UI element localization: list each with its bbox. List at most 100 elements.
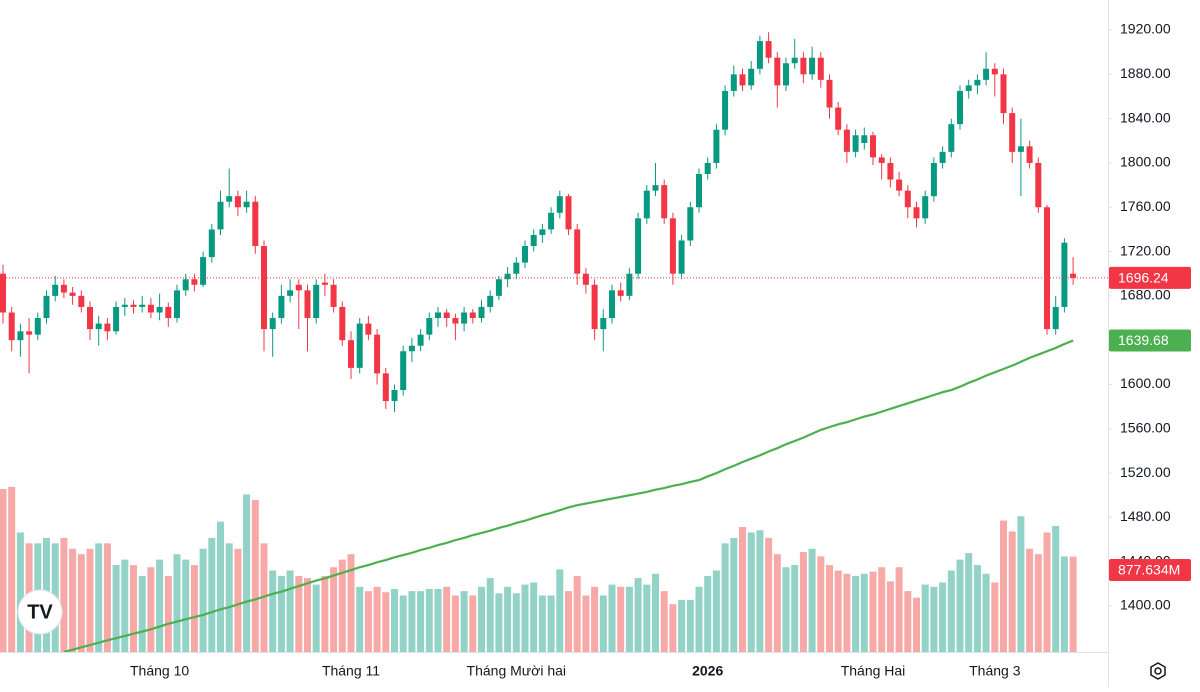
candle-body	[165, 306, 172, 319]
candle-body	[643, 190, 650, 219]
candle-body	[382, 373, 389, 402]
volume-bar	[634, 578, 642, 652]
candle-body	[234, 196, 241, 208]
volume-bar	[712, 570, 720, 652]
candle-body	[835, 107, 842, 130]
volume-bar	[721, 543, 729, 652]
candle-body	[330, 284, 337, 307]
last-price-label-badge	[1109, 266, 1191, 289]
candle-body	[913, 207, 920, 219]
candle-body	[391, 390, 398, 402]
candle-body	[548, 212, 555, 230]
candle-body	[130, 304, 137, 307]
settings-icon[interactable]	[1150, 662, 1166, 680]
candle-body	[495, 279, 502, 296]
candle-body	[443, 312, 450, 319]
volume-bar	[521, 584, 529, 652]
volume-bar	[95, 543, 103, 652]
candle-body	[817, 57, 824, 80]
candle-body	[1052, 306, 1059, 330]
candle-body	[904, 190, 911, 208]
candle-body	[1044, 207, 1050, 330]
volume-bar	[130, 565, 137, 652]
candle-body	[522, 246, 528, 263]
candle-body	[339, 306, 346, 341]
candle-body	[34, 318, 41, 335]
volume-bar	[599, 595, 607, 652]
candle-body	[939, 151, 946, 163]
volume-bar	[547, 595, 555, 652]
candle-body	[1000, 74, 1007, 114]
volume-bar	[730, 537, 738, 652]
candle-body	[469, 312, 476, 319]
candle-body	[365, 323, 372, 335]
candle-body	[0, 273, 6, 313]
y-tick-label: 1920.00	[1120, 21, 1171, 37]
candle-body	[565, 196, 572, 230]
candle-body	[678, 240, 685, 274]
candle-body	[1061, 242, 1068, 307]
candle-body	[539, 229, 546, 235]
volume-bar	[391, 588, 398, 652]
volume-bar	[338, 559, 346, 652]
volume-bar	[356, 586, 364, 652]
candle-body	[896, 179, 903, 191]
candle-body	[513, 262, 520, 274]
candle-body	[948, 124, 955, 152]
volume-bar	[434, 588, 442, 652]
candle-body	[748, 68, 755, 86]
candle-body	[226, 196, 233, 202]
volume-bar	[147, 567, 155, 652]
candle-body	[348, 340, 354, 368]
candle-body	[826, 79, 833, 108]
y-tick-label: 1800.00	[1120, 154, 1171, 170]
candle-body	[174, 290, 180, 319]
volume-bar	[399, 595, 407, 652]
candle-body	[852, 135, 859, 152]
volume-bar	[103, 543, 111, 652]
candle-body	[26, 331, 33, 335]
candle-body	[591, 284, 598, 330]
candle-body	[400, 351, 407, 391]
volume-bar	[460, 591, 468, 652]
candle-body	[930, 162, 937, 197]
volume-bar	[495, 593, 503, 652]
volume-bar	[947, 570, 955, 652]
volume-bar	[208, 537, 216, 652]
candle-body	[8, 312, 15, 341]
volume-bar	[895, 567, 903, 652]
volume-bar	[277, 575, 285, 652]
volume-bar	[739, 527, 746, 652]
candle-body	[52, 284, 59, 296]
volume-bar	[852, 575, 860, 652]
volume-bar	[469, 595, 477, 652]
volume-value-label: 877.634M	[1118, 562, 1180, 578]
candle-body	[809, 57, 816, 75]
y-tick-label: 1760.00	[1120, 198, 1171, 214]
volume-bar	[330, 567, 338, 652]
volume-bar	[234, 548, 242, 652]
candle-body	[17, 331, 24, 341]
volume-bar	[625, 586, 633, 652]
volume-bar	[756, 530, 764, 652]
svg-text:TV: TV	[27, 601, 53, 623]
candle-body	[261, 246, 267, 330]
volume-bar	[443, 586, 451, 652]
candle-body	[87, 306, 93, 330]
candle-body	[452, 318, 459, 324]
volume-bar	[982, 573, 990, 652]
candle-body	[113, 306, 120, 332]
candle-body	[704, 162, 711, 175]
candle-body	[408, 345, 415, 352]
volume-bar	[112, 565, 120, 652]
volume-bar	[417, 591, 425, 652]
volume-bar	[782, 567, 790, 652]
volume-bar	[364, 591, 372, 652]
volume-bar	[243, 494, 251, 652]
volume-bar	[77, 554, 85, 652]
candle-body	[791, 57, 798, 64]
logo[interactable]: TV	[17, 589, 63, 635]
candle-body	[252, 201, 259, 247]
volume-bar	[660, 591, 668, 652]
volume-bar	[425, 588, 433, 652]
